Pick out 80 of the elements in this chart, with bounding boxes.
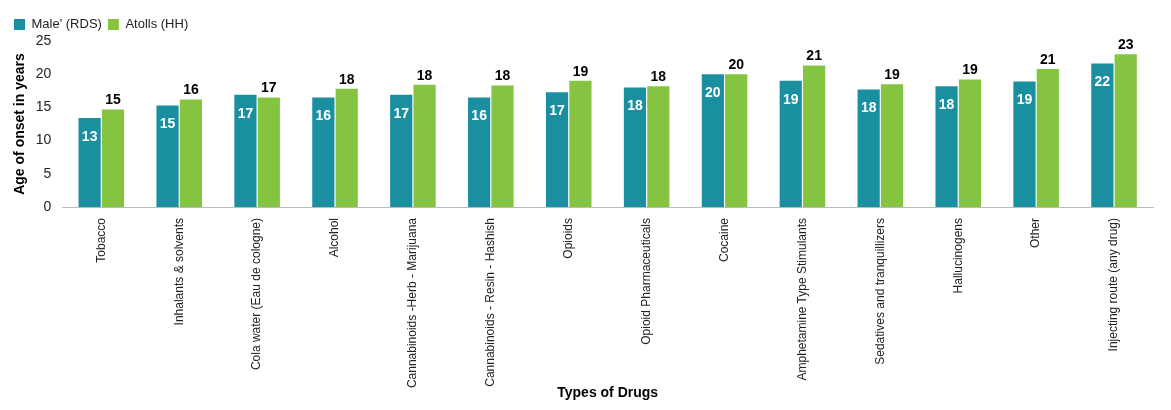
bar bbox=[413, 84, 436, 207]
data-label: 19 bbox=[884, 66, 901, 83]
y-tick-label: 5 bbox=[43, 164, 52, 181]
data-label: 19 bbox=[962, 61, 978, 78]
data-label: 13 bbox=[81, 127, 98, 144]
bar bbox=[390, 94, 413, 207]
legend-label: Atolls (HH) bbox=[125, 16, 189, 32]
data-label: 18 bbox=[416, 66, 433, 83]
y-tick-label: 10 bbox=[35, 131, 52, 148]
data-label: 22 bbox=[1094, 73, 1111, 90]
bar bbox=[545, 92, 569, 207]
data-label: 17 bbox=[261, 79, 277, 96]
data-label: 18 bbox=[338, 70, 355, 87]
y-tick-label: 15 bbox=[35, 98, 52, 115]
data-label: 18 bbox=[860, 99, 877, 116]
bar bbox=[857, 89, 880, 207]
bar bbox=[468, 97, 491, 207]
x-tick-label: Opioid Pharmaceuticals bbox=[638, 218, 653, 345]
x-tick-label: Cocaine bbox=[716, 217, 731, 263]
data-label: 21 bbox=[1040, 50, 1056, 67]
bar bbox=[569, 80, 592, 207]
bar bbox=[156, 105, 179, 207]
x-tick-label: Other bbox=[1028, 218, 1043, 249]
bar bbox=[1013, 81, 1036, 207]
x-tick-label: Injecting route (any drug) bbox=[1106, 218, 1121, 352]
bar bbox=[958, 79, 982, 207]
x-tick-label: Tobacco bbox=[93, 217, 108, 263]
data-label: 18 bbox=[627, 97, 643, 114]
data-label: 15 bbox=[159, 115, 176, 132]
x-axis-title: Types of Drugs bbox=[557, 384, 659, 401]
data-label: 20 bbox=[705, 84, 721, 101]
bar bbox=[1114, 54, 1137, 207]
x-tick-label: Cannabinoids -Herb - Marijuana bbox=[405, 217, 420, 389]
x-tick-label: Hallucinogens bbox=[950, 218, 965, 294]
data-label: 15 bbox=[105, 91, 122, 108]
x-tick-label: Opioids bbox=[561, 218, 576, 259]
bar bbox=[78, 118, 101, 207]
bar bbox=[179, 99, 203, 207]
bar bbox=[880, 84, 904, 207]
bar bbox=[725, 74, 748, 207]
bar bbox=[312, 97, 335, 207]
bar bbox=[491, 85, 514, 207]
data-label: 18 bbox=[650, 68, 667, 85]
x-tick-label: Cannabinoids - Resin - Hashish bbox=[483, 218, 498, 387]
data-label: 17 bbox=[237, 104, 254, 121]
data-label: 16 bbox=[315, 107, 332, 124]
x-tick-label: Inhalants & solvents bbox=[171, 218, 186, 326]
bar bbox=[935, 86, 958, 207]
data-label: 17 bbox=[549, 101, 566, 118]
data-label: 19 bbox=[1016, 91, 1033, 108]
bar bbox=[101, 109, 125, 207]
bar bbox=[234, 94, 257, 207]
x-tick-label: Cola water (Eau de cologne) bbox=[249, 218, 264, 371]
data-label: 23 bbox=[1117, 36, 1134, 53]
bar bbox=[1091, 63, 1114, 207]
bar bbox=[647, 86, 670, 207]
y-tick-label: 20 bbox=[35, 65, 52, 82]
y-axis-title: Age of onset in years bbox=[11, 52, 28, 195]
bar bbox=[1036, 68, 1059, 207]
y-tick-label: 25 bbox=[35, 31, 52, 48]
x-tick-label: Alcohol bbox=[327, 218, 342, 258]
bar bbox=[623, 87, 647, 207]
data-label: 18 bbox=[938, 96, 955, 113]
bar bbox=[701, 74, 724, 207]
data-label: 16 bbox=[183, 81, 199, 98]
data-label: 16 bbox=[471, 107, 488, 124]
data-label: 20 bbox=[728, 56, 745, 73]
bar bbox=[803, 65, 826, 207]
data-label: 17 bbox=[393, 104, 410, 121]
y-tick-label: 0 bbox=[43, 197, 52, 214]
x-tick-label: Sedatives and tranquillizers bbox=[872, 218, 887, 365]
bar bbox=[257, 97, 280, 207]
data-label: 21 bbox=[806, 47, 823, 64]
data-label: 19 bbox=[782, 90, 799, 107]
legend-label: Male' (RDS) bbox=[31, 16, 102, 32]
bar bbox=[335, 88, 358, 207]
x-tick-label: Amphetamine Type Stimulants bbox=[794, 218, 809, 381]
data-label: 18 bbox=[494, 67, 511, 84]
bar bbox=[779, 80, 802, 207]
data-label: 19 bbox=[572, 62, 589, 79]
